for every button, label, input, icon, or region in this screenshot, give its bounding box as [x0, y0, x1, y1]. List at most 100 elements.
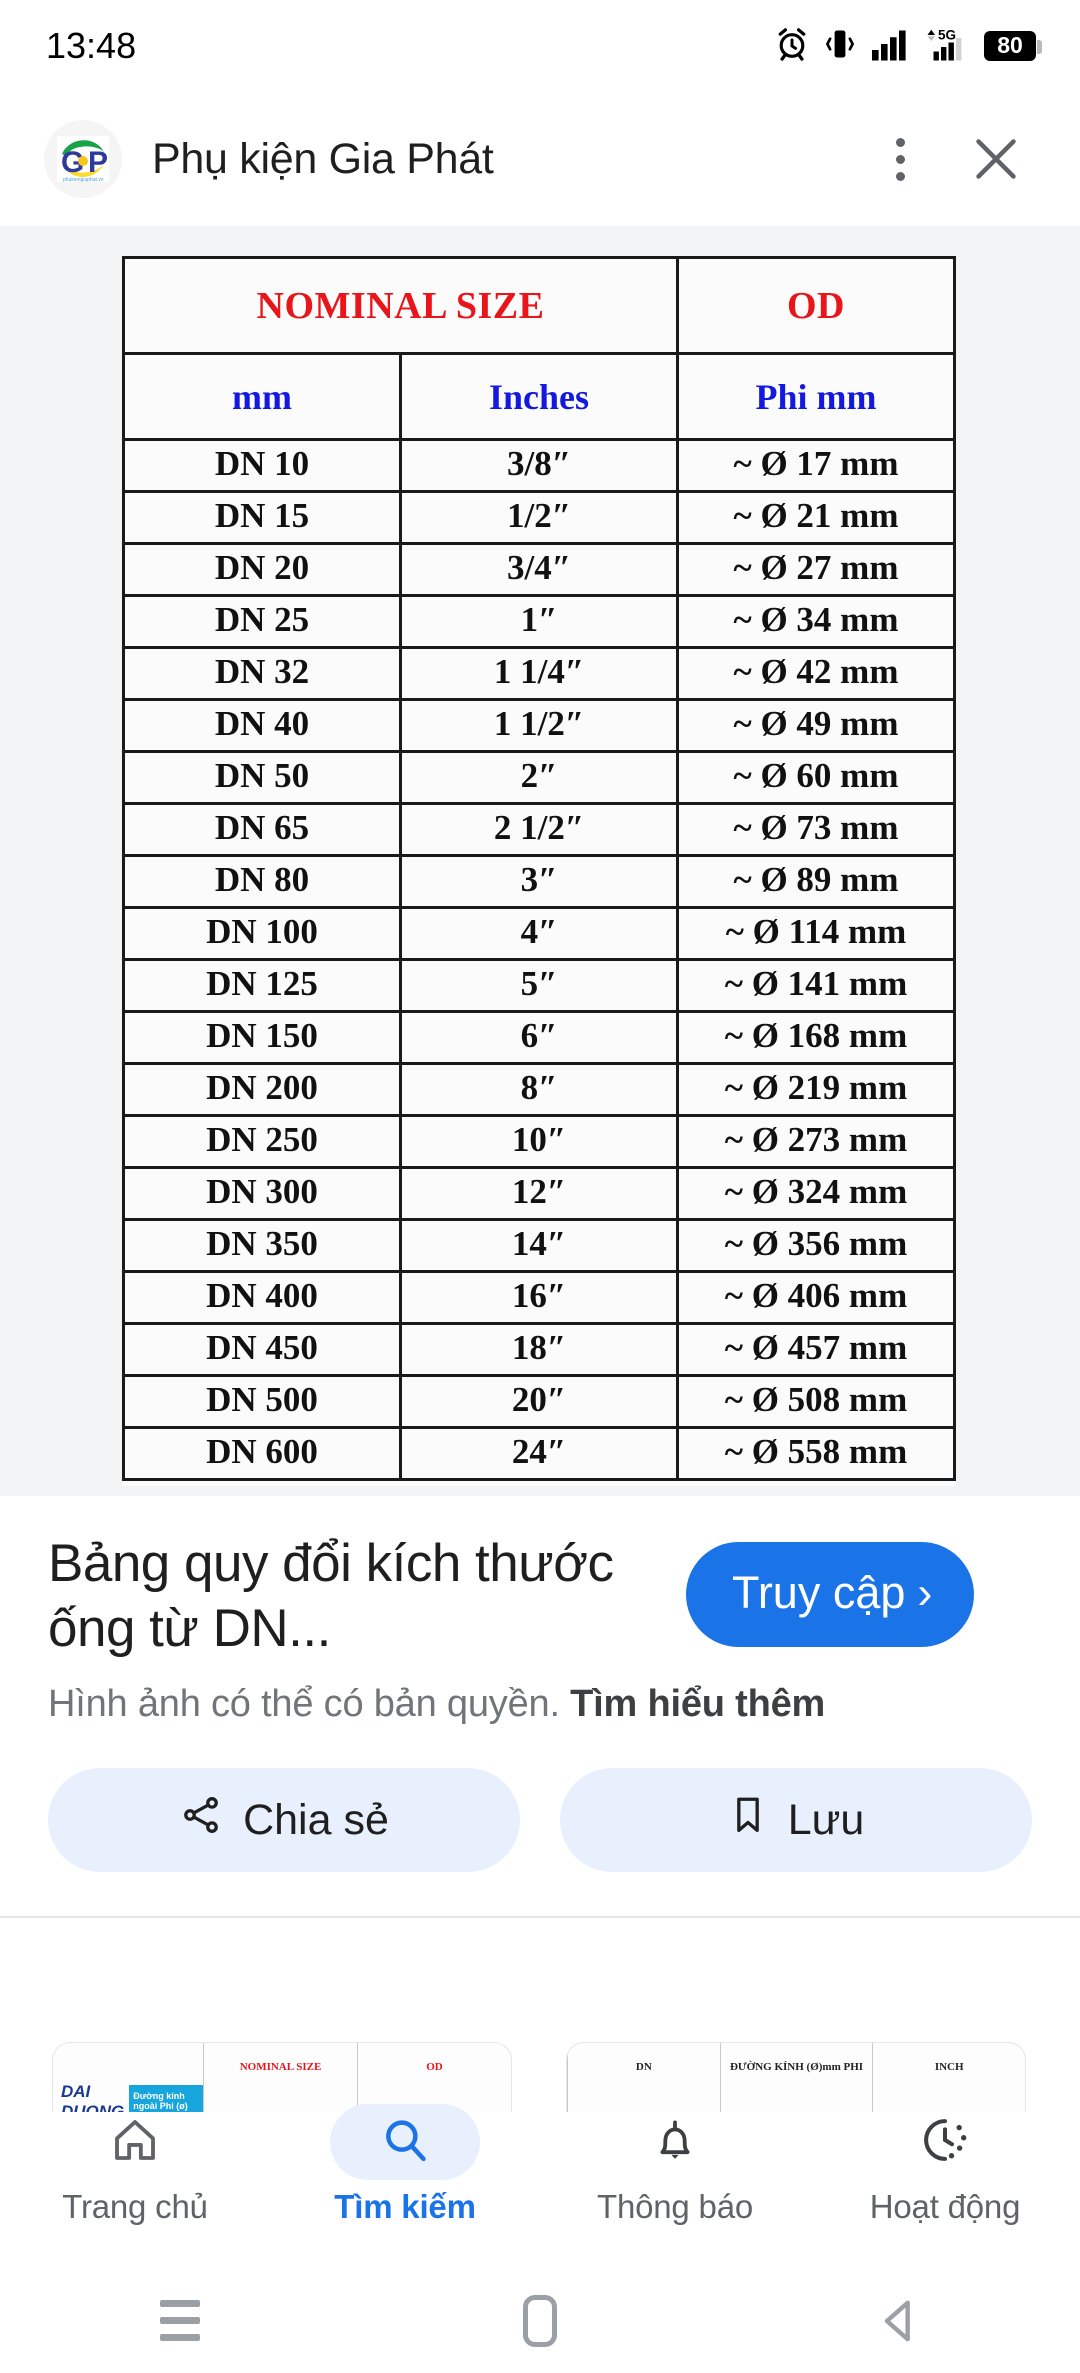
- table-cell-mm: DN 350: [122, 1218, 402, 1273]
- share-button[interactable]: Chia sẻ: [48, 1768, 520, 1873]
- activity-clock-icon-wrap: [870, 2104, 1020, 2180]
- thumb1-header-od: OD: [357, 2043, 511, 2120]
- table-row: DN 25 1″ ~ Ø 34 mm: [122, 594, 956, 649]
- app-title: Phụ kiện Gia Phát: [152, 134, 494, 183]
- table-cell-mm: DN 65: [122, 802, 402, 857]
- table-cell-mm: DN 10: [122, 438, 402, 493]
- table-cell-inches: 1″: [399, 594, 679, 649]
- related-thumbnail-2[interactable]: DN ĐƯỜNG KÍNH (Ø)mm PHI INCH: [566, 2042, 1026, 2120]
- nav-item-search[interactable]: Tìm kiếm: [270, 2104, 540, 2260]
- table-cell-phi-mm: ~ Ø 34 mm: [676, 594, 956, 649]
- bookmark-icon: [728, 1793, 768, 1848]
- signal-bars-icon: [870, 26, 910, 67]
- table-row: DN 32 1 1/4″ ~ Ø 42 mm: [122, 646, 956, 701]
- save-label: Lưu: [787, 1795, 865, 1844]
- table-row: DN 150 6″ ~ Ø 168 mm: [122, 1010, 956, 1065]
- table-cell-mm: DN 80: [122, 854, 402, 909]
- dn-conversion-table-image[interactable]: NOMINAL SIZE OD mm Inches Phi mm DN 10 3/…: [122, 256, 956, 1486]
- thumb2-header-duongkinh: ĐƯỜNG KÍNH (Ø)mm PHI: [719, 2043, 873, 2120]
- table-column-header-row: mm Inches Phi mm: [122, 352, 956, 441]
- share-icon: [179, 1793, 223, 1848]
- table-row: DN 65 2 1/2″ ~ Ø 73 mm: [122, 802, 956, 857]
- nav-label-notifications: Thông báo: [597, 2188, 753, 2225]
- table-cell-phi-mm: ~ Ø 457 mm: [676, 1322, 956, 1377]
- home-square-glyph: [523, 2294, 557, 2347]
- recents-glyph: [160, 2300, 200, 2341]
- table-cell-inches: 6″: [399, 1010, 679, 1065]
- nav-item-home[interactable]: Trang chủ: [0, 2112, 270, 2260]
- table-body: DN 10 3/8″ ~ Ø 17 mm DN 15 1/2″ ~ Ø 21 mm DN 2…: [122, 438, 956, 1481]
- share-label: Chia sẻ: [243, 1795, 389, 1844]
- related-images-strip[interactable]: DAI DUONG Đường kính ngoài Phi (ø) NOMIN…: [0, 2020, 1080, 2120]
- column-header-inches: Inches: [399, 352, 679, 441]
- table-row: DN 10 3/8″ ~ Ø 17 mm: [122, 438, 956, 493]
- bottom-navigation: Trang chủ Tìm kiếm: [0, 2104, 1080, 2260]
- table-cell-inches: 3″: [399, 854, 679, 909]
- table-cell-mm: DN 450: [122, 1322, 402, 1377]
- visit-button[interactable]: Truy cập ›: [686, 1542, 975, 1647]
- table-cell-inches: 12″: [399, 1166, 679, 1221]
- table-row: DN 100 4″ ~ Ø 114 mm: [122, 906, 956, 961]
- learn-more-link[interactable]: Tìm hiểu thêm: [570, 1683, 826, 1726]
- thumb2-header-dn: DN: [567, 2043, 720, 2120]
- image-info-panel: Bảng quy đổi kích thước ống từ DN... Tru…: [0, 1496, 1080, 1919]
- nav-label-search: Tìm kiếm: [334, 2188, 476, 2225]
- save-button[interactable]: Lưu: [560, 1768, 1032, 1873]
- app-logo: G P phukiengiaphat.vn: [44, 120, 122, 198]
- chevron-right-icon: ›: [917, 1567, 933, 1618]
- table-row: DN 20 3/4″ ~ Ø 27 mm: [122, 542, 956, 597]
- table-row: DN 125 5″ ~ Ø 141 mm: [122, 958, 956, 1013]
- table-cell-inches: 14″: [399, 1218, 679, 1273]
- system-navigation-bar: [0, 2268, 1080, 2373]
- home-square-icon[interactable]: [480, 2281, 600, 2361]
- table-cell-inches: 24″: [399, 1426, 679, 1481]
- bell-icon-wrap: [600, 2104, 750, 2180]
- table-cell-mm: DN 15: [122, 490, 402, 545]
- table-row: DN 400 16″ ~ Ø 406 mm: [122, 1270, 956, 1325]
- vibrate-icon: [824, 26, 856, 67]
- table-cell-mm: DN 500: [122, 1374, 402, 1429]
- table-cell-inches: 16″: [399, 1270, 679, 1325]
- table-cell-phi-mm: ~ Ø 356 mm: [676, 1218, 956, 1273]
- status-icons: 5G 80: [774, 26, 1042, 67]
- table-row: DN 200 8″ ~ Ø 219 mm: [122, 1062, 956, 1117]
- table-row: DN 15 1/2″ ~ Ø 21 mm: [122, 490, 956, 545]
- svg-text:G: G: [61, 146, 84, 179]
- copyright-note: Hình ảnh có thể có bản quyền. Tìm hiểu t…: [0, 1661, 1080, 1726]
- table-row: DN 40 1 1/2″ ~ Ø 49 mm: [122, 698, 956, 753]
- back-triangle-icon[interactable]: [840, 2281, 960, 2361]
- dn-conversion-table: NOMINAL SIZE OD mm Inches Phi mm DN 10 3/…: [122, 256, 956, 1481]
- table-cell-mm: DN 25: [122, 594, 402, 649]
- image-viewer[interactable]: NOMINAL SIZE OD mm Inches Phi mm DN 10 3/…: [0, 226, 1080, 1496]
- table-cell-phi-mm: ~ Ø 42 mm: [676, 646, 956, 701]
- table-head: NOMINAL SIZE OD mm Inches Phi mm: [122, 256, 956, 441]
- column-header-mm: mm: [122, 352, 402, 441]
- table-row: DN 250 10″ ~ Ø 273 mm: [122, 1114, 956, 1169]
- table-cell-inches: 3/8″: [399, 438, 679, 493]
- table-row: DN 500 20″ ~ Ø 508 mm: [122, 1374, 956, 1429]
- table-cell-inches: 1/2″: [399, 490, 679, 545]
- nav-item-activity[interactable]: Hoạt động: [810, 2112, 1080, 2260]
- section-divider: [0, 1916, 1080, 1919]
- table-group-header-row: NOMINAL SIZE OD: [122, 256, 956, 355]
- group-header-od: OD: [676, 256, 956, 355]
- copyright-text: Hình ảnh có thể có bản quyền.: [48, 1683, 571, 1726]
- close-icon[interactable]: [950, 119, 1042, 199]
- recents-icon[interactable]: [120, 2281, 240, 2361]
- table-cell-mm: DN 40: [122, 698, 402, 753]
- table-cell-phi-mm: ~ Ø 273 mm: [676, 1114, 956, 1169]
- table-cell-phi-mm: ~ Ø 114 mm: [676, 906, 956, 961]
- table-cell-phi-mm: ~ Ø 219 mm: [676, 1062, 956, 1117]
- signal-5g-icon: 5G: [924, 26, 970, 67]
- group-header-nominal-size: NOMINAL SIZE: [122, 256, 679, 355]
- table-cell-inches: 4″: [399, 906, 679, 961]
- table-cell-inches: 3/4″: [399, 542, 679, 597]
- table-row: DN 350 14″ ~ Ø 356 mm: [122, 1218, 956, 1273]
- table-cell-phi-mm: ~ Ø 406 mm: [676, 1270, 956, 1325]
- status-bar: 13:48: [0, 0, 1080, 92]
- more-vertical-icon[interactable]: [868, 124, 932, 194]
- thumbnail-2-content: DN ĐƯỜNG KÍNH (Ø)mm PHI INCH: [567, 2043, 1025, 2120]
- nav-item-notifications[interactable]: Thông báo: [540, 2112, 810, 2260]
- table-cell-phi-mm: ~ Ø 60 mm: [676, 750, 956, 805]
- table-cell-phi-mm: ~ Ø 324 mm: [676, 1166, 956, 1221]
